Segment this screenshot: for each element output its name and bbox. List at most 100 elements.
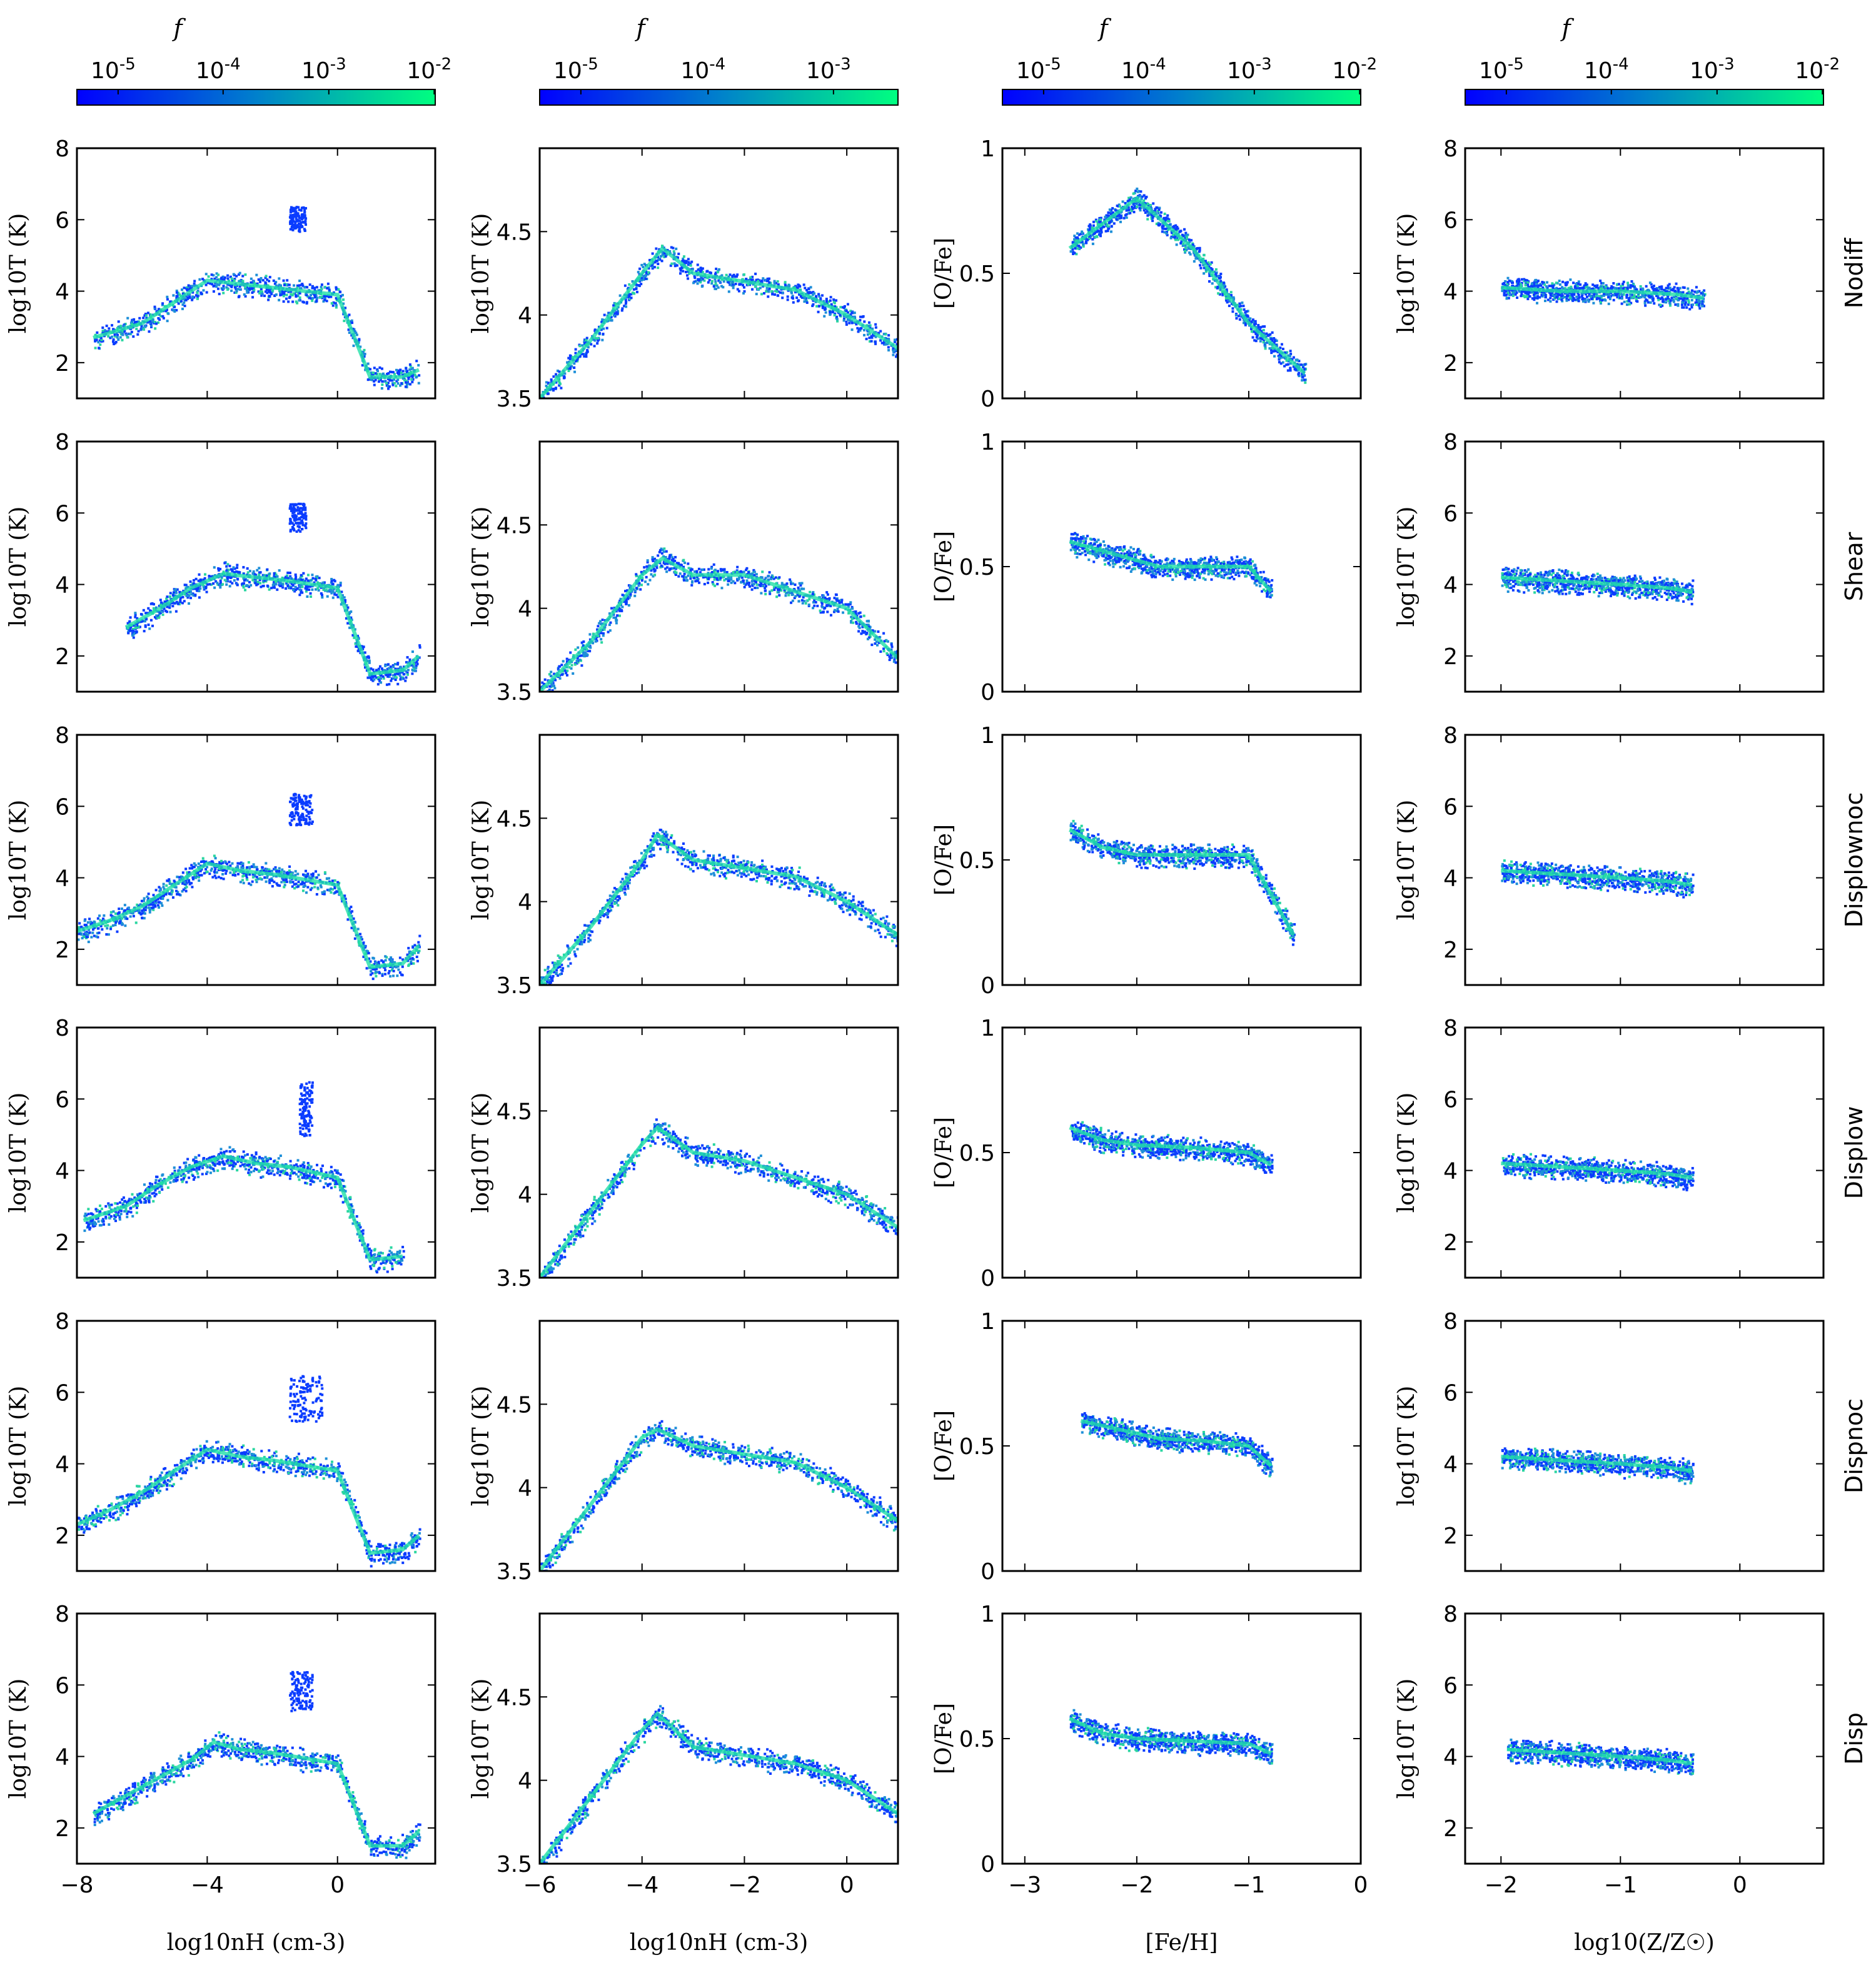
heatmap-cell xyxy=(168,892,171,896)
heatmap-cell xyxy=(255,273,258,276)
heatmap-cell xyxy=(305,891,308,894)
heatmap-cell xyxy=(227,1448,230,1452)
heatmap-cell xyxy=(129,1198,133,1201)
heatmap-cell xyxy=(273,1452,276,1455)
heatmap-cell xyxy=(203,1156,206,1159)
heatmap-cell xyxy=(282,1468,285,1472)
heatmap-cell xyxy=(203,872,206,875)
heatmap-cell xyxy=(410,378,413,381)
heatmap-cell xyxy=(257,278,260,281)
hot-gas-point xyxy=(291,210,294,213)
heatmap-cell xyxy=(181,307,184,310)
heatmap-cell xyxy=(274,867,277,871)
heatmap-cell xyxy=(306,579,310,582)
hot-gas-point xyxy=(302,1111,305,1114)
heatmap-cell xyxy=(298,280,301,283)
heatmap-cell xyxy=(371,668,375,671)
heatmap-cell xyxy=(250,883,253,886)
heatmap-cell xyxy=(226,1158,229,1161)
heatmap-cell xyxy=(156,1187,159,1190)
heatmap-cell xyxy=(182,888,185,891)
heatmap-cell xyxy=(215,1441,218,1444)
heatmap-cell xyxy=(301,585,304,588)
heatmap-cell xyxy=(408,957,411,960)
heatmap-cell xyxy=(330,1186,333,1190)
hot-gas-point xyxy=(298,1123,301,1126)
heatmap-cell xyxy=(309,1179,312,1183)
heatmap-cell xyxy=(160,902,163,905)
heatmap-cell xyxy=(389,665,392,669)
heatmap-cell xyxy=(80,1525,83,1528)
heatmap-cell xyxy=(305,590,308,593)
heatmap-cell xyxy=(251,873,255,876)
hot-gas-point xyxy=(303,214,306,217)
heatmap-cell xyxy=(313,1468,316,1471)
heatmap-cell xyxy=(400,1546,403,1549)
heatmap-cell xyxy=(311,1456,315,1459)
heatmap-cell xyxy=(366,1245,369,1248)
heatmap-cell xyxy=(206,1453,209,1456)
heatmap-cell xyxy=(341,1201,345,1204)
heatmap-cell xyxy=(268,295,271,298)
heatmap-cell xyxy=(281,583,285,587)
heatmap-cell xyxy=(397,369,400,372)
heatmap-cell xyxy=(166,595,169,599)
heatmap-cell xyxy=(365,1552,368,1555)
heatmap-cell xyxy=(201,278,204,281)
heatmap-cell xyxy=(332,301,335,304)
heatmap-cell xyxy=(391,383,395,386)
heatmap-cell xyxy=(204,283,208,286)
heatmap-cell xyxy=(306,1161,310,1164)
heatmap-cell xyxy=(391,1561,394,1564)
heatmap-cell xyxy=(321,1472,324,1475)
heatmap-cell xyxy=(128,620,131,623)
heatmap-cell xyxy=(235,570,238,573)
heatmap-cell xyxy=(169,1174,173,1177)
heatmap-cell xyxy=(244,295,247,298)
heatmap-cell xyxy=(152,894,155,897)
heatmap-cell xyxy=(380,677,383,680)
heatmap-cell xyxy=(90,1220,93,1223)
hot-gas-point xyxy=(293,793,296,796)
heatmap-cell xyxy=(291,293,294,296)
heatmap-cell xyxy=(179,875,183,878)
heatmap-cell xyxy=(240,1460,243,1463)
heatmap-cell xyxy=(398,1250,401,1253)
heatmap-cell xyxy=(161,315,164,318)
heatmap-cell xyxy=(370,378,373,381)
heatmap-cell xyxy=(129,321,133,325)
heatmap-cell xyxy=(151,1183,154,1186)
heatmap-cell xyxy=(253,1169,256,1173)
heatmap-cell xyxy=(351,321,354,325)
heatmap-cell xyxy=(280,584,283,587)
heatmap-cell xyxy=(256,282,259,285)
heatmap-cell xyxy=(228,1146,231,1149)
heatmap-cell xyxy=(392,1555,395,1558)
heatmap-cell xyxy=(158,906,161,909)
heatmap-cell xyxy=(220,859,223,862)
heatmap-cell xyxy=(290,872,293,876)
heatmap-cell xyxy=(84,1212,87,1215)
heatmap-cell xyxy=(121,1204,124,1207)
heatmap-cell xyxy=(96,331,99,334)
hot-gas-point xyxy=(297,502,300,505)
heatmap-cell xyxy=(204,273,208,276)
heatmap-cell xyxy=(124,924,127,927)
heatmap-cell xyxy=(288,869,291,872)
heatmap-cell xyxy=(386,385,390,388)
heatmap-cell xyxy=(219,1448,223,1451)
heatmap-cell xyxy=(278,283,281,286)
heatmap-cell xyxy=(353,937,356,940)
heatmap-cell xyxy=(254,580,257,583)
heatmap-cell xyxy=(206,866,209,869)
heatmap-cell xyxy=(80,926,83,929)
hot-gas-point xyxy=(305,518,308,521)
heatmap-cell xyxy=(333,887,336,890)
heatmap-cell xyxy=(228,1164,231,1167)
heatmap-cell xyxy=(227,1445,230,1448)
heatmap-cell xyxy=(203,860,206,863)
heatmap-cell xyxy=(270,869,273,872)
heatmap-cell xyxy=(298,1465,301,1468)
heatmap-cell xyxy=(335,1179,338,1183)
